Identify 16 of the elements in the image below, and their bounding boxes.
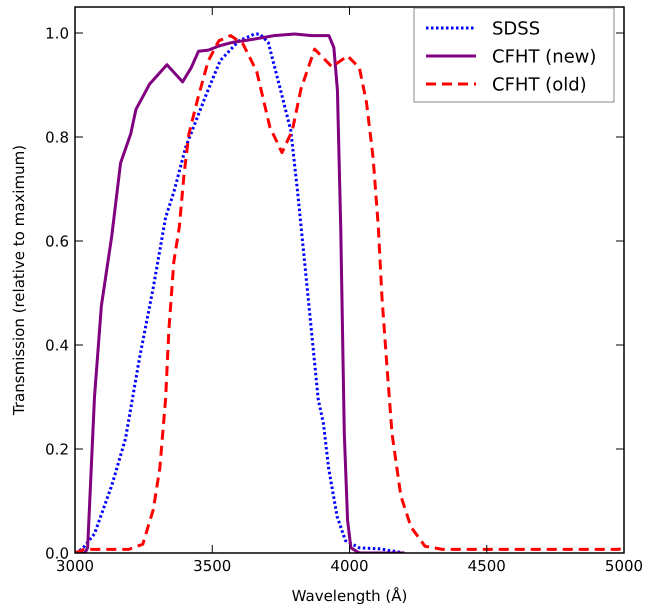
x-tick-label: 4500 bbox=[468, 557, 506, 575]
y-tick-label: 0.2 bbox=[45, 440, 69, 458]
x-tick-label: 3500 bbox=[193, 557, 232, 575]
x-tick-label: 5000 bbox=[604, 557, 644, 575]
y-tick-label: 0.4 bbox=[45, 336, 69, 354]
legend-label: SDSS bbox=[492, 18, 540, 40]
line-series bbox=[75, 32, 406, 553]
legend-label: CFHT (old) bbox=[492, 74, 587, 96]
y-axis-title: Transmission (relative to maximum) bbox=[10, 144, 28, 416]
line-series bbox=[75, 34, 624, 553]
y-tick-label: 0.8 bbox=[45, 128, 69, 146]
x-tick-label: 4000 bbox=[330, 557, 369, 575]
y-tick-label: 0.6 bbox=[45, 232, 69, 250]
x-axis-title: Wavelength (Å) bbox=[292, 587, 408, 605]
legend-label: CFHT (new) bbox=[492, 46, 596, 68]
y-tick-label: 1.0 bbox=[45, 24, 69, 42]
